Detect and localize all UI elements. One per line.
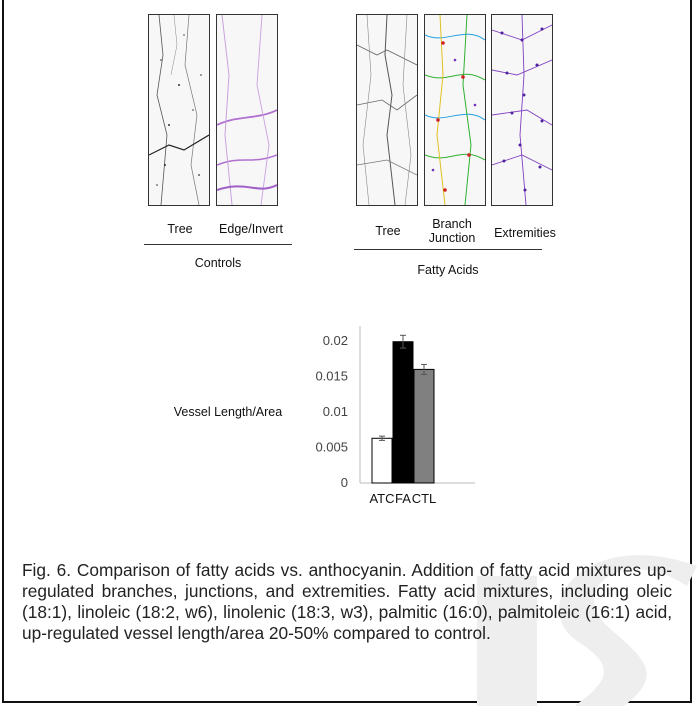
fatty-acids-extremities-label: Extremities [494, 226, 556, 240]
controls-edge-invert-label: Edge/Invert [219, 222, 283, 236]
fatty-acids-branch-junction-label: Branch Junction [428, 217, 476, 245]
fatty-acids-tree-image [356, 14, 418, 206]
controls-group-label: Controls [194, 256, 242, 270]
watermark-logo [457, 536, 697, 706]
controls-tree-label: Tree [167, 222, 193, 236]
y-tick-label: 0.01 [323, 404, 348, 419]
y-tick-label: 0.005 [315, 440, 348, 455]
fatty-acids-branch-junction-image [424, 14, 486, 206]
controls-edge-invert-image [216, 14, 278, 206]
controls-tree-image [148, 14, 210, 206]
y-axis-label: Vessel Length/Area [174, 405, 282, 419]
x-tick-label-ctl: CTL [412, 491, 437, 506]
y-tick-label: 0.02 [323, 333, 348, 348]
y-tick-label: 0 [341, 475, 348, 490]
x-tick-label-atc: ATC [369, 491, 394, 506]
y-tick-label: 0.015 [315, 369, 348, 384]
fatty-acids-tree-label: Tree [375, 224, 401, 238]
fatty-acids-extremities-image [491, 14, 553, 206]
bar-fa [392, 341, 414, 484]
fatty-acids-group-label: Fatty Acids [417, 263, 479, 277]
bar-ctl [413, 368, 435, 484]
fatty-acids-divider [354, 249, 542, 250]
x-tick-label-fa: FA [395, 491, 411, 506]
bar-atc [371, 437, 393, 484]
controls-divider [144, 244, 292, 245]
figure-caption: Fig. 6. Comparison of fatty acids vs. an… [22, 560, 672, 643]
